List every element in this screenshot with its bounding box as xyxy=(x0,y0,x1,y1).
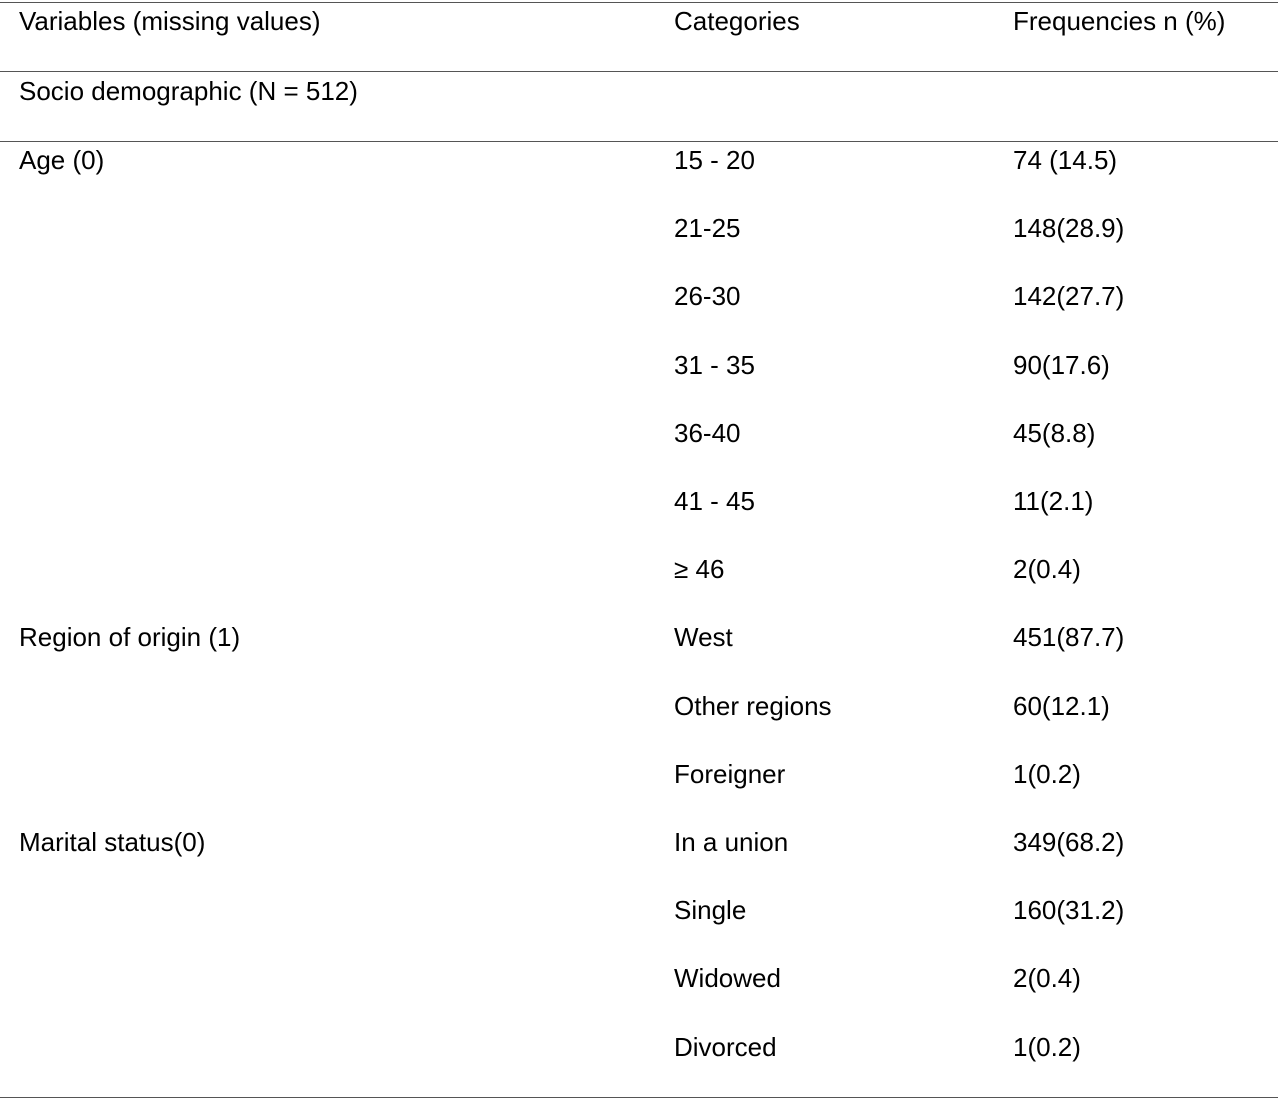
row-category: 21-25 xyxy=(674,213,741,243)
row-category: West xyxy=(674,622,733,652)
row-frequency: 11(2.1) xyxy=(1013,486,1094,516)
row-category: 31 - 35 xyxy=(674,350,755,380)
row-frequency: 60(12.1) xyxy=(1013,691,1110,721)
header-categories: Categories xyxy=(674,6,800,36)
table-bottom-rule xyxy=(0,1097,1278,1098)
row-frequency: 74 (14.5) xyxy=(1013,145,1118,175)
row-category: In a union xyxy=(674,827,789,857)
section-rule xyxy=(0,141,1278,142)
row-frequency: 2(0.4) xyxy=(1013,554,1081,584)
row-variable: Age (0) xyxy=(19,145,105,175)
header-rule xyxy=(0,71,1278,72)
table-top-rule xyxy=(0,2,1278,3)
section-label: Socio demographic (N = 512) xyxy=(19,76,358,106)
row-frequency: 451(87.7) xyxy=(1013,622,1125,652)
row-frequency: 148(28.9) xyxy=(1013,213,1125,243)
row-frequency: 142(27.7) xyxy=(1013,281,1125,311)
row-category: 36-40 xyxy=(674,418,741,448)
row-variable: Marital status(0) xyxy=(19,827,206,857)
row-frequency: 1(0.2) xyxy=(1013,759,1081,789)
row-category: Other regions xyxy=(674,691,832,721)
row-variable: Region of origin (1) xyxy=(19,622,241,652)
row-category: 15 - 20 xyxy=(674,145,755,175)
row-category: Widowed xyxy=(674,963,781,993)
row-frequency: 160(31.2) xyxy=(1013,895,1125,925)
row-frequency: 45(8.8) xyxy=(1013,418,1096,448)
row-category: 41 - 45 xyxy=(674,486,755,516)
row-category: Divorced xyxy=(674,1032,777,1062)
row-frequency: 1(0.2) xyxy=(1013,1032,1081,1062)
row-category: Single xyxy=(674,895,747,925)
row-category: 26-30 xyxy=(674,281,741,311)
row-frequency: 90(17.6) xyxy=(1013,350,1110,380)
header-variables: Variables (missing values) xyxy=(19,6,321,36)
header-frequencies: Frequencies n (%) xyxy=(1013,6,1226,36)
row-frequency: 349(68.2) xyxy=(1013,827,1125,857)
row-category: Foreigner xyxy=(674,759,786,789)
row-category: ≥ 46 xyxy=(674,554,725,584)
row-frequency: 2(0.4) xyxy=(1013,963,1081,993)
